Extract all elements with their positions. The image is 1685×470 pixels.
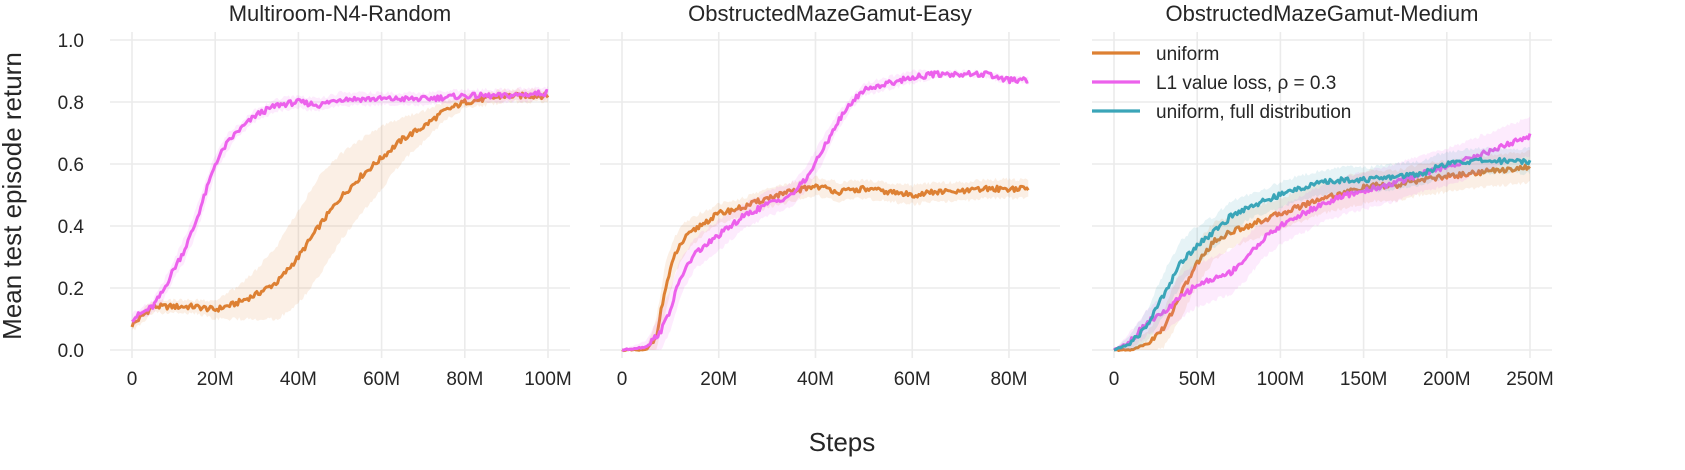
x-tick-label: 40M: [797, 369, 834, 390]
series-line-1: [130, 91, 550, 328]
x-tick-label: 60M: [363, 369, 400, 390]
x-tick-label: 200M: [1423, 369, 1471, 390]
chart-title: Multiroom-N4-Random: [229, 1, 452, 26]
legend-label-2: L1 value loss, ρ = 0.3: [1156, 73, 1336, 94]
chart-panels: 0.0 0.2 0.4 0.6 0.8 1.0 0 20M 40M 60M 80M 100M Multi…: [58, 1, 1554, 390]
series-band-2: [622, 69, 1029, 351]
x-tick-label: 20M: [700, 369, 737, 390]
legend-label-3: uniform, full distribution: [1156, 102, 1351, 123]
x-tick-label: 0: [1109, 369, 1120, 390]
chart-panel-3: 0 50M 100M 150M 200M 250M ObstructedMazeGamut-…: [1092, 1, 1554, 390]
x-tick-label: 0: [617, 369, 628, 390]
x-tick-label: 50M: [1179, 369, 1216, 390]
legend-label-1: uniform: [1156, 44, 1219, 65]
x-axis-label: Steps: [809, 427, 876, 457]
x-tick-label: 40M: [280, 369, 317, 390]
y-tick-label: 0.0: [58, 341, 84, 362]
y-tick-label: 1.0: [58, 31, 84, 52]
series-band-1: [132, 87, 548, 331]
series-band-1: [622, 175, 1029, 351]
chart-panel-1: 0.0 0.2 0.4 0.6 0.8 1.0 0 20M 40M 60M 80M 100M Multi…: [58, 1, 572, 390]
chart-title: ObstructedMazeGamut-Easy: [688, 1, 972, 26]
x-tick-label: 150M: [1340, 369, 1388, 390]
chart-title: ObstructedMazeGamut-Medium: [1166, 1, 1479, 26]
series-line-3: [1113, 156, 1532, 352]
x-tick-label: 20M: [197, 369, 234, 390]
y-tick-label: 0.4: [58, 217, 85, 238]
x-tick-label: 60M: [894, 369, 931, 390]
series-line-1: [621, 183, 1030, 353]
x-tick-label: 80M: [446, 369, 483, 390]
x-tick-label: 0: [127, 369, 138, 390]
y-tick-label: 0.2: [58, 279, 84, 300]
series-line-1: [1113, 163, 1531, 352]
y-tick-label: 0.8: [58, 93, 84, 114]
x-tick-label: 250M: [1506, 369, 1554, 390]
legend: uniform L1 value loss, ρ = 0.3 uniform, fu…: [1092, 44, 1351, 123]
x-tick-label: 100M: [1257, 369, 1305, 390]
x-tick-label: 80M: [990, 369, 1027, 390]
y-tick-label: 0.6: [58, 155, 84, 176]
series-line-2: [131, 89, 549, 323]
chart-panel-2: 0 20M 40M 60M 80M ObstructedMazeGamut-Easy: [600, 1, 1060, 390]
y-axis-label: Mean test episode return: [0, 52, 27, 340]
series-line-2: [621, 70, 1029, 352]
x-tick-label: 100M: [524, 369, 572, 390]
